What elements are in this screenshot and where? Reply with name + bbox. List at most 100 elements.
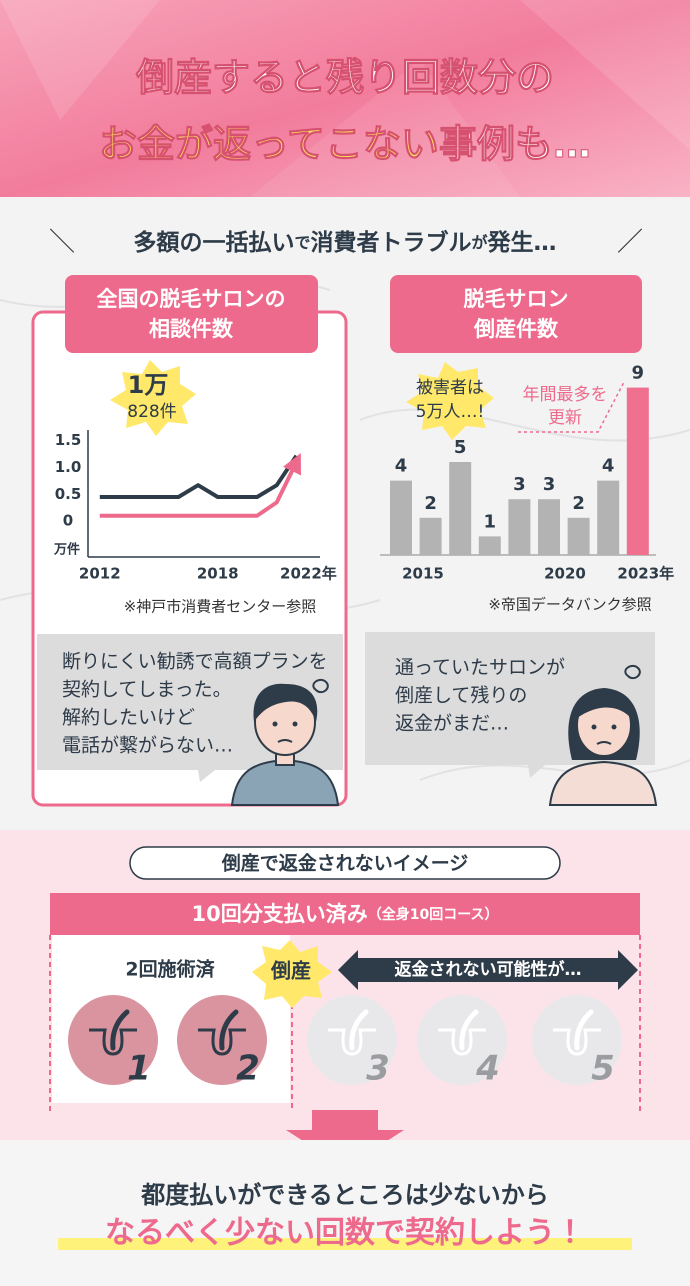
x-tick-label: 2020 xyxy=(544,565,586,583)
heading-part: で xyxy=(294,233,310,252)
chart-title: 全国の脱毛サロンの xyxy=(97,287,286,311)
bar-header-text: 10回分支払い済み（全身10回コース） xyxy=(191,902,498,926)
hair-strand xyxy=(459,1009,479,1051)
badge-burst xyxy=(110,360,196,436)
bar xyxy=(478,536,501,555)
x-tick-label: 2018 xyxy=(197,565,239,583)
line-series xyxy=(99,453,301,518)
done-label: 2回施術済 xyxy=(125,958,215,981)
value-label: 5 xyxy=(454,437,467,458)
down-arrow xyxy=(286,1110,404,1168)
source-note: ※帝国データバンク参照 xyxy=(488,596,651,614)
value-label: 2 xyxy=(424,493,437,514)
chart-label-box xyxy=(65,275,318,353)
comment-line: 通っていたサロンが xyxy=(395,657,565,679)
bar xyxy=(508,499,531,555)
hair-strand xyxy=(574,1009,594,1051)
title-highlight: お金が返ってこない xyxy=(99,122,439,166)
bar xyxy=(567,517,590,555)
person-woman xyxy=(548,664,658,806)
x-tick-label: 2022年 xyxy=(280,565,337,583)
heading-part: が xyxy=(472,233,488,252)
value-label: 2 xyxy=(572,493,585,514)
x-tick-label: 2015 xyxy=(402,565,444,583)
badge-text: 828件 xyxy=(127,402,176,422)
facet xyxy=(520,0,690,150)
heading-part: 発生… xyxy=(487,230,557,256)
value-label: 1 xyxy=(484,511,497,532)
y-tick-label: 0.5 xyxy=(55,485,82,503)
burst-text: 倒産 xyxy=(270,959,311,983)
annotation-burst xyxy=(406,362,494,440)
chart-label-box xyxy=(390,275,642,353)
value-label: 3 xyxy=(543,474,556,495)
y-axis-label: 万件 xyxy=(53,542,80,558)
circle-number: 3 xyxy=(366,1049,390,1089)
annotation-leader xyxy=(518,381,625,433)
line-series xyxy=(99,454,299,499)
pill xyxy=(129,846,561,880)
title-line2: お金が返ってこない事例も… xyxy=(99,122,591,166)
conclusion-line1: 都度払いができるところは少ないから xyxy=(140,1181,549,1209)
conclusion-bg xyxy=(0,1140,690,1286)
heading-slash: ＼ xyxy=(49,228,75,258)
hair-icon xyxy=(328,1028,376,1056)
annotation-text: 5万人…! xyxy=(416,402,485,422)
circle-number: 5 xyxy=(591,1049,615,1089)
person-man xyxy=(230,678,340,806)
hair-icon xyxy=(198,1028,246,1056)
chart-title: 倒産件数 xyxy=(473,317,559,341)
annotation-text: 更新 xyxy=(548,408,582,428)
heading-slash: ／ xyxy=(617,228,643,258)
chart-title: 相談件数 xyxy=(149,317,234,341)
comment-line: 返金がまだ… xyxy=(395,713,509,735)
x-tick-label: 2023年 xyxy=(617,565,674,583)
title-rest: 事例も… xyxy=(439,122,591,166)
conclusion-line2: なるべく少ない回数で契約しよう！ xyxy=(105,1216,585,1251)
bar xyxy=(449,462,472,555)
hair-strand xyxy=(110,1009,130,1051)
y-tick-label: 0 xyxy=(63,512,73,530)
session-circles: 1 2 3 4 5 xyxy=(68,995,622,1089)
facet xyxy=(0,0,160,120)
highlight xyxy=(58,1238,632,1250)
hair-icon xyxy=(553,1028,601,1056)
y-tick-label: 1.5 xyxy=(55,431,82,449)
comment-line: 倒産して残りの xyxy=(395,685,527,707)
value-label: 4 xyxy=(602,456,615,477)
heading-part: 消費者トラブル xyxy=(311,229,472,256)
annotation-text: 年間最多を xyxy=(523,385,608,405)
line-chart: 0 0.5 1.0 1.5 2012 2018 2022年 xyxy=(55,430,337,583)
bar xyxy=(626,387,649,555)
pill-text: 倒産で返金されないイメージ xyxy=(221,852,469,875)
hair-strand xyxy=(349,1009,369,1051)
burst xyxy=(252,940,332,1008)
heading-part: 多額の一括払い xyxy=(133,229,294,256)
comment-line: 契約してしまった。 xyxy=(62,679,232,701)
facet xyxy=(250,60,520,197)
bar-sub: （全身10回コース） xyxy=(368,906,499,923)
hair-icon xyxy=(438,1028,486,1056)
source-note: ※神戸市消費者センター参照 xyxy=(124,598,317,616)
arrow-text: 返金されない可能性が… xyxy=(395,959,582,980)
value-label: 4 xyxy=(395,456,408,477)
chart-title: 脱毛サロン xyxy=(464,287,569,311)
circle-number: 4 xyxy=(475,1049,500,1089)
badge-text: 1万 xyxy=(128,371,169,399)
comment-line: 電話が繋がらない… xyxy=(62,735,233,757)
bar-header xyxy=(50,893,640,935)
bar xyxy=(538,499,560,555)
circle-number: 1 xyxy=(127,1049,151,1089)
header-bg xyxy=(0,0,690,197)
bar-main: 10回分支払い済み xyxy=(191,902,367,926)
bar xyxy=(390,480,412,555)
comment-line: 断りにくい勧誘で高額プランを xyxy=(62,651,328,673)
bar xyxy=(419,517,442,555)
y-tick-label: 1.0 xyxy=(55,458,82,476)
hair-strand xyxy=(219,1009,239,1051)
value-label: 9 xyxy=(632,363,645,384)
annotation-text: 被害者は xyxy=(416,378,484,398)
circle-number: 2 xyxy=(236,1049,260,1089)
